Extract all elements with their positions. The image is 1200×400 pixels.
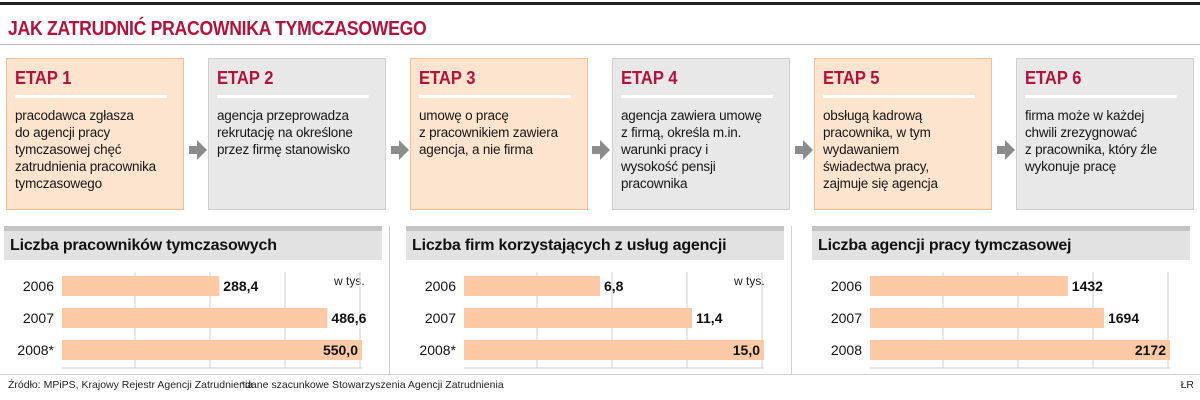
- step-text: umowę o pracę z pracownikiem zawiera age…: [419, 108, 558, 157]
- chart-title: Liczba agencji pracy tymczasowej: [812, 226, 1190, 260]
- step-title: ETAP 3: [419, 67, 571, 98]
- category-label: 2008*: [17, 342, 54, 358]
- bar: [464, 276, 600, 296]
- chart-title: Liczba firm korzystających z usług agenc…: [406, 226, 784, 260]
- panel-divider: [791, 226, 792, 374]
- step-text: firma może w każdej chwili zrezygnować z…: [1025, 108, 1157, 174]
- step-5: ETAP 5 obsługą kadrową pracownika, w tym…: [814, 58, 992, 210]
- arrow-right-icon: [795, 140, 813, 160]
- value-label: 550,0: [323, 342, 358, 358]
- top-rule: [0, 2, 1200, 5]
- category-label: 2006: [831, 278, 862, 294]
- step-title: ETAP 5: [823, 67, 975, 98]
- category-label: 2006: [425, 278, 456, 294]
- page-title: JAK ZATRUDNIĆ PRACOWNIKA TYMCZASOWEGO: [8, 18, 427, 40]
- step-text: agencja przeprowadza rekrutację na okreś…: [217, 108, 353, 157]
- bar: [62, 308, 328, 328]
- chart-title: Liczba pracowników tymczasowych: [4, 226, 382, 260]
- chart-panel-workers: Liczba pracowników tymczasowych w tys. 2…: [4, 226, 390, 374]
- step-title: ETAP 1: [15, 67, 167, 98]
- arrow-right-icon: [189, 140, 207, 160]
- author-credit: ŁR: [1180, 379, 1194, 391]
- arrow-right-icon: [592, 140, 610, 160]
- step-title: ETAP 4: [621, 67, 773, 98]
- step-text: agencja zawiera umowę z firmą, określa m…: [621, 108, 762, 191]
- chart-unit: w tys.: [734, 274, 765, 288]
- value-label: 2172: [1135, 342, 1166, 358]
- panel-divider: [389, 226, 390, 374]
- chart-panel-agencies: Liczba agencji pracy tymczasowej 2006 143…: [812, 226, 1198, 370]
- value-label: 15,0: [733, 342, 760, 358]
- step-6: ETAP 6 firma może w każdej chwili zrezyg…: [1016, 58, 1194, 210]
- bar: [870, 276, 1068, 296]
- bar: [464, 308, 692, 328]
- step-4: ETAP 4 agencja zawiera umowę z firmą, ok…: [612, 58, 790, 210]
- value-label: 288,4: [223, 278, 258, 294]
- category-label: 2007: [23, 310, 54, 326]
- chart-plot: 2006 6,8 2007 11,4 2008* 15,0: [419, 272, 779, 369]
- bar: [464, 340, 764, 360]
- title-rule: [0, 44, 1200, 45]
- chart-plot: 2006 288,4 2007 486,6 2008* 550,0: [17, 272, 377, 369]
- category-label: 2006: [23, 278, 54, 294]
- step-text: obsługą kadrową pracownika, w tym wydawa…: [823, 108, 938, 191]
- value-label: 1694: [1108, 310, 1139, 326]
- step-text: pracodawca zgłasza do agencji pracy tymc…: [15, 108, 156, 191]
- bottom-rule: [0, 374, 1200, 375]
- value-label: 6,8: [604, 278, 624, 294]
- steps-row: ETAP 1 pracodawca zgłasza do agencji pra…: [0, 58, 1200, 212]
- bar: [62, 276, 220, 296]
- source-note: Źródło: MPiPS, Krajowy Rejestr Agencji Z…: [8, 379, 254, 391]
- bar: [62, 340, 362, 360]
- step-1: ETAP 1 pracodawca zgłasza do agencji pra…: [6, 58, 184, 210]
- arrow-right-icon: [391, 140, 409, 160]
- bar: [870, 340, 1170, 360]
- step-title: ETAP 6: [1025, 67, 1177, 98]
- value-label: 1432: [1072, 278, 1103, 294]
- bar-chart-svg: 2006 6,8 2007 11,4 2008* 15,0: [419, 272, 764, 369]
- step-title: ETAP 2: [217, 67, 369, 98]
- value-label: 11,4: [696, 310, 723, 326]
- chart-panel-companies: Liczba firm korzystających z usług agenc…: [406, 226, 792, 374]
- bar: [870, 308, 1104, 328]
- chart-unit: w tys.: [334, 274, 365, 288]
- chart-plot: 2006 1432 2007 1694 2008 2172: [831, 272, 1185, 369]
- value-label: 486,6: [331, 310, 366, 326]
- step-3: ETAP 3 umowę o pracę z pracownikiem zawi…: [410, 58, 588, 210]
- category-label: 2008*: [419, 342, 456, 358]
- bar-chart-svg: 2006 288,4 2007 486,6 2008* 550,0: [17, 272, 367, 369]
- step-2: ETAP 2 agencja przeprowadza rekrutację n…: [208, 58, 386, 210]
- category-label: 2007: [831, 310, 862, 326]
- estimate-note: *dane szacunkowe Stowarzyszenia Agencji …: [241, 379, 504, 391]
- bar-chart-svg: 2006 1432 2007 1694 2008 2172: [831, 272, 1170, 369]
- category-label: 2007: [425, 310, 456, 326]
- category-label: 2008: [831, 342, 862, 358]
- arrow-right-icon: [997, 140, 1015, 160]
